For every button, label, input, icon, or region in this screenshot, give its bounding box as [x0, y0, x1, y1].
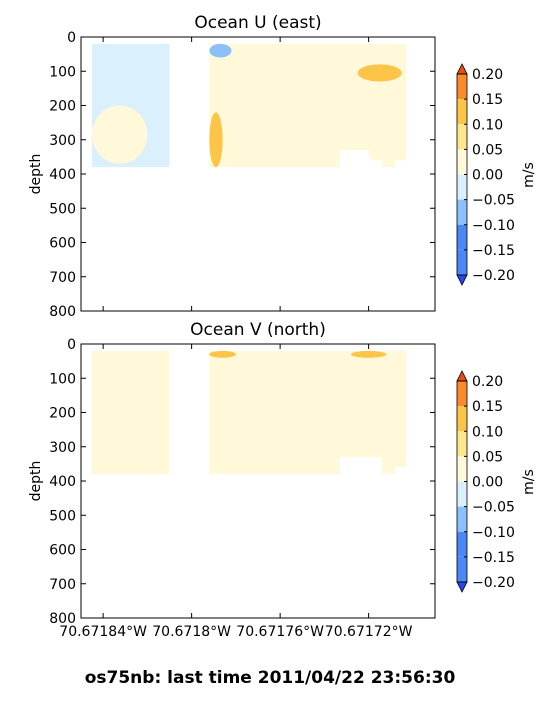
- contour-feature: [368, 146, 387, 161]
- colorbar: 0.20 0.15 0.10 0.05 0.00 −0.05 −0.10 −0.15 −0.20: [456, 370, 515, 593]
- colorbar-tick-label: −0.15: [472, 243, 515, 259]
- colorbar-segment: [457, 249, 467, 275]
- colorbar-tick-label: 0.10: [472, 424, 503, 440]
- colorbar-segment: [457, 174, 467, 200]
- y-tick-label: 400: [49, 474, 76, 490]
- colorbar-segment: [457, 124, 467, 150]
- contour-feature: [92, 439, 170, 475]
- colorbar-segment: [457, 506, 467, 532]
- colorbar-label: m/s: [521, 162, 537, 188]
- colorbar-extend-bottom: [456, 274, 468, 286]
- contour-feature: [92, 350, 126, 365]
- colorbar-segment: [457, 456, 467, 482]
- colorbar-segment: [457, 531, 467, 557]
- y-tick-label: 100: [49, 64, 76, 80]
- y-tick-label: 600: [49, 236, 76, 252]
- colorbar-segment: [457, 199, 467, 225]
- contour-feature: [258, 43, 314, 65]
- y-tick-label: 800: [49, 304, 76, 320]
- contour-feature: [335, 385, 387, 434]
- colorbar-segment: [457, 224, 467, 250]
- colorbar-segment: [457, 149, 467, 175]
- contour-feature: [224, 88, 258, 140]
- data-region: [381, 350, 396, 475]
- y-tick-label: 200: [49, 406, 76, 422]
- colorbar-extend-top: [456, 370, 468, 382]
- colorbar-tick-label: 0.10: [472, 117, 503, 133]
- y-tick-label: 400: [49, 167, 76, 183]
- colorbar-tick-label: 0.05: [472, 142, 503, 158]
- colorbar-tick-label: 0.20: [472, 374, 503, 390]
- colorbar-segment: [457, 406, 467, 432]
- colorbar-segment: [457, 556, 467, 582]
- y-tick-label: 500: [49, 201, 76, 217]
- y-tick-label: 300: [49, 133, 76, 149]
- contour-feature: [92, 105, 148, 164]
- data-region: [381, 43, 396, 168]
- x-tick-label: 70.67176°W: [236, 624, 324, 640]
- contour-feature: [209, 350, 236, 358]
- colorbar-tick-label: 0.15: [472, 92, 503, 108]
- contour-feature: [262, 378, 314, 420]
- y-tick-label: 800: [49, 611, 76, 627]
- colorbar-segment: [457, 74, 467, 100]
- contour-feature: [209, 43, 232, 58]
- colorbar: 0.20 0.15 0.10 0.05 0.00 −0.05 −0.10 −0.15 −0.20: [456, 63, 515, 286]
- colorbar-tick-label: −0.15: [472, 550, 515, 566]
- y-tick-label: 0: [67, 337, 76, 353]
- contour-feature: [209, 112, 223, 168]
- contour-feature: [313, 429, 347, 461]
- colorbar-segment: [457, 481, 467, 507]
- colorbar-tick-label: −0.10: [472, 525, 515, 541]
- y-tick-label: 700: [49, 577, 76, 593]
- chart-title: Ocean U (east): [194, 13, 321, 33]
- y-tick-label: 500: [49, 508, 76, 524]
- y-axis-label: depth: [28, 461, 44, 502]
- colorbar-tick-label: −0.20: [472, 268, 515, 284]
- x-tick-label: 70.67172°W: [325, 624, 413, 640]
- colorbar-extend-top: [456, 63, 468, 75]
- colorbar-tick-label: −0.05: [472, 500, 515, 516]
- contour-feature: [209, 364, 245, 475]
- contour-feature: [92, 371, 159, 392]
- chart-title: Ocean V (north): [190, 320, 326, 340]
- y-tick-label: 300: [49, 440, 76, 456]
- contour-feature: [357, 64, 402, 82]
- colorbar-tick-label: 0.00: [472, 168, 503, 184]
- y-tick-label: 100: [49, 371, 76, 387]
- y-axis-label: depth: [28, 154, 44, 195]
- contour-feature: [280, 91, 347, 127]
- colorbar-tick-label: −0.20: [472, 575, 515, 591]
- colorbar-tick-label: 0.15: [472, 399, 503, 415]
- colorbar-extend-bottom: [456, 581, 468, 593]
- y-tick-label: 200: [49, 99, 76, 115]
- x-tick-label: 70.6718°W: [152, 624, 231, 640]
- plot-area: 0 100 200 300 400 500 600 700 800: [49, 30, 436, 320]
- colorbar-tick-label: −0.10: [472, 218, 515, 234]
- colorbar-label: m/s: [521, 469, 537, 495]
- contour-feature: [224, 57, 270, 82]
- colorbar-segment: [457, 431, 467, 457]
- y-tick-label: 0: [67, 30, 76, 46]
- y-tick-label: 700: [49, 270, 76, 286]
- panel-ocean-v: Ocean V (north) 0 100 200 300 400 500 600 700 80…: [28, 320, 537, 640]
- colorbar-tick-label: 0.20: [472, 67, 503, 83]
- x-tick-label: 70.67184°W: [59, 624, 147, 640]
- panel-ocean-u: Ocean U (east) 0 100 200 300 400 500 600 700 800…: [28, 13, 537, 320]
- colorbar-tick-label: 0.05: [472, 449, 503, 465]
- colorbar-tick-label: −0.05: [472, 193, 515, 209]
- colorbar-tick-label: 0.00: [472, 475, 503, 491]
- contour-feature: [350, 350, 387, 358]
- colorbar-segment: [457, 99, 467, 125]
- colorbar-segment: [457, 381, 467, 407]
- y-tick-label: 600: [49, 543, 76, 559]
- footer-text: os75nb: last time 2011/04/22 23:56:30: [85, 668, 456, 688]
